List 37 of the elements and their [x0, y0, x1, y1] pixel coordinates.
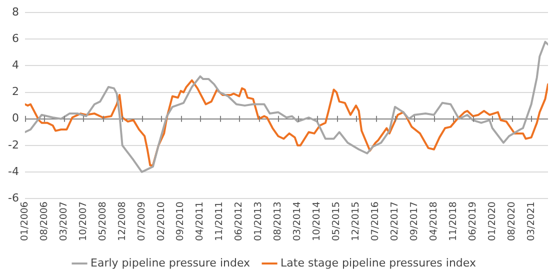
y-tick-label: 8 [12, 5, 19, 18]
y-tick-label: -2 [8, 138, 19, 152]
y-tick-label: 2 [12, 85, 19, 98]
x-tick-label: 01/2006 [19, 202, 30, 242]
y-tick-label: 6 [12, 32, 19, 46]
x-tick-label: 07/2016 [370, 202, 381, 242]
x-tick-label: 02/2017 [389, 202, 400, 242]
y-tick-label: -4 [8, 164, 19, 178]
x-tick-label: 03/2014 [292, 202, 304, 242]
x-tick-label: 09/2017 [408, 202, 420, 242]
x-tick-label: 08/2020 [506, 202, 518, 242]
x-tick-label: 12/2008 [116, 202, 128, 242]
x-tick-label: 04/2011 [194, 202, 206, 242]
x-tick-label: 02/2010 [156, 202, 167, 242]
x-tick-label: 06/2012 [234, 202, 245, 242]
y-tick-label: 0 [12, 112, 19, 125]
x-tick-label: 08/2013 [272, 202, 284, 242]
x-tick-label: 09/2010 [175, 202, 186, 242]
x-tick-label: 06/2019 [467, 202, 478, 242]
x-tick-label: 05/2008 [97, 202, 108, 242]
legend-label: Early pipeline pressure index [90, 256, 251, 270]
x-tick-label: 01/2013 [253, 202, 264, 242]
x-tick-label: 12/2015 [350, 202, 362, 242]
x-tick-label: 03/2007 [58, 202, 70, 242]
x-tick-label: 11/2011 [214, 202, 226, 242]
x-tick-label: 07/2009 [136, 202, 148, 242]
x-tick-label: 05/2015 [331, 202, 342, 242]
x-tick-label: 10/2007 [78, 202, 89, 242]
y-tick-label: -6 [8, 191, 19, 204]
x-tick-label: 04/2018 [428, 202, 440, 242]
x-tick-label: 10/2014 [312, 202, 323, 242]
x-tick-label: 08/2006 [38, 202, 50, 242]
y-tick-label: 4 [12, 58, 19, 72]
x-tick-label: 11/2018 [448, 202, 459, 242]
x-tick-label: 03/2021 [526, 202, 537, 242]
x-tick-label: 01/2020 [486, 202, 498, 242]
legend-label: Late stage pipeline pressures index [280, 256, 476, 270]
